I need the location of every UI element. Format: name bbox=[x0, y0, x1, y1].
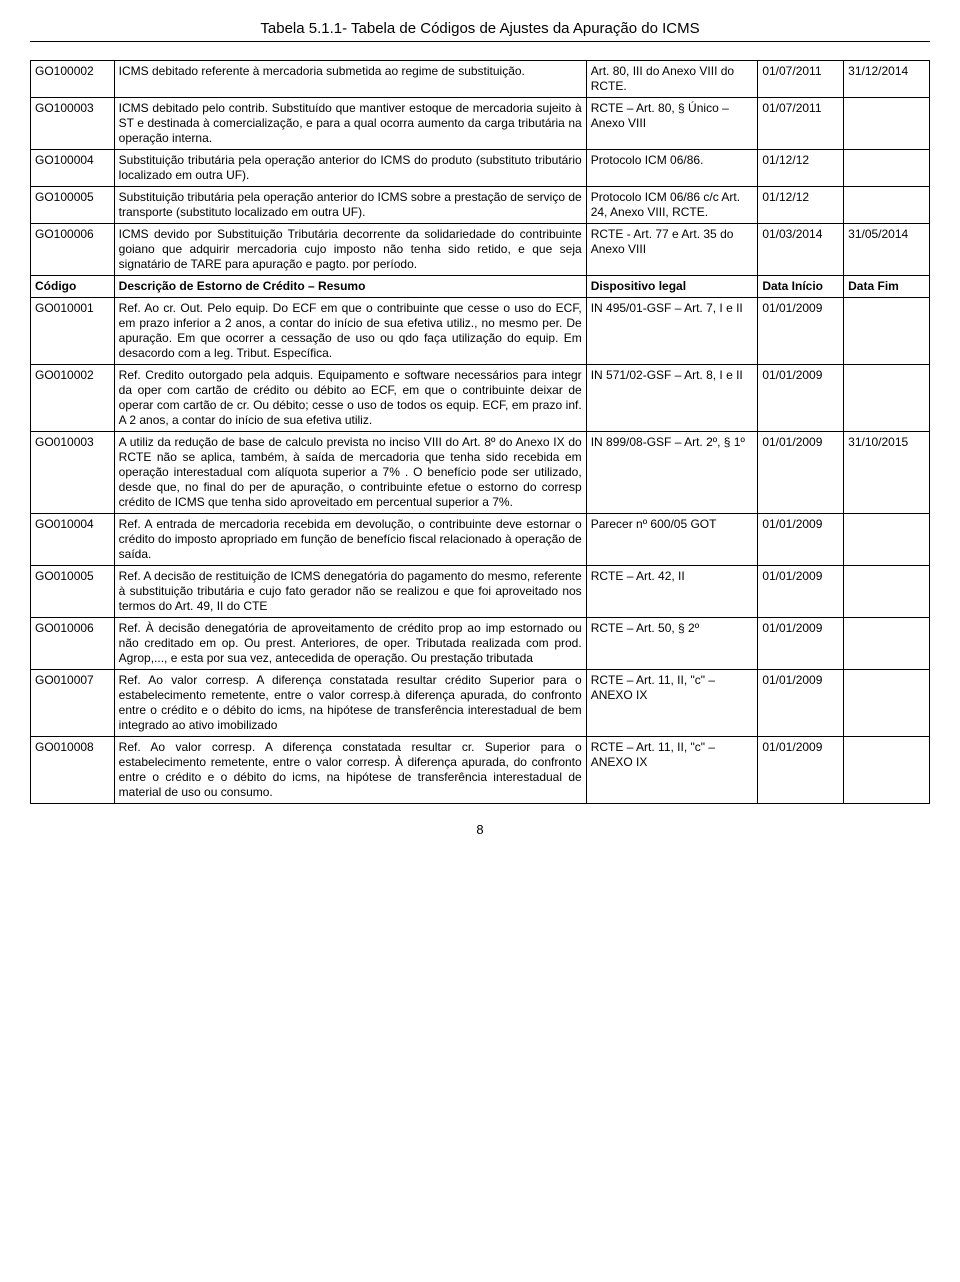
disp-cell: RCTE – Art. 11, II, "c" – ANEXO IX bbox=[586, 737, 758, 804]
start-cell: 01/12/12 bbox=[758, 150, 844, 187]
disp-cell: Parecer nº 600/05 GOT bbox=[586, 514, 758, 566]
disp-cell: Art. 80, III do Anexo VIII do RCTE. bbox=[586, 61, 758, 98]
end-cell: 31/12/2014 bbox=[844, 61, 930, 98]
end-cell bbox=[844, 670, 930, 737]
table-row: GO010001Ref. Ao cr. Out. Pelo equip. Do … bbox=[31, 298, 930, 365]
disp-cell: IN 899/08-GSF – Art. 2º, § 1º bbox=[586, 432, 758, 514]
desc-cell: Ref. À decisão denegatória de aproveitam… bbox=[114, 618, 586, 670]
end-cell bbox=[844, 566, 930, 618]
desc-cell: Ref. Ao valor corresp. A diferença const… bbox=[114, 670, 586, 737]
end-cell bbox=[844, 98, 930, 150]
start-cell: 01/01/2009 bbox=[758, 618, 844, 670]
desc-cell: Substituição tributária pela operação an… bbox=[114, 150, 586, 187]
start-cell: 01/01/2009 bbox=[758, 432, 844, 514]
disp-cell: RCTE - Art. 77 e Art. 35 do Anexo VIII bbox=[586, 224, 758, 276]
title-rule bbox=[30, 41, 930, 42]
header-start: Data Início bbox=[758, 276, 844, 298]
code-cell: GO100002 bbox=[31, 61, 115, 98]
code-cell: GO100003 bbox=[31, 98, 115, 150]
end-cell bbox=[844, 150, 930, 187]
table-row: GO100006ICMS devido por Substituição Tri… bbox=[31, 224, 930, 276]
end-cell bbox=[844, 737, 930, 804]
disp-cell: RCTE – Art. 42, II bbox=[586, 566, 758, 618]
section-header-row: Código Descrição de Estorno de Crédito –… bbox=[31, 276, 930, 298]
table-row: GO010006Ref. À decisão denegatória de ap… bbox=[31, 618, 930, 670]
end-cell bbox=[844, 187, 930, 224]
table-row: GO010002Ref. Credito outorgado pela adqu… bbox=[31, 365, 930, 432]
code-cell: GO010001 bbox=[31, 298, 115, 365]
end-cell bbox=[844, 365, 930, 432]
header-disp: Dispositivo legal bbox=[586, 276, 758, 298]
table-row: GO010003A utiliz da redução de base de c… bbox=[31, 432, 930, 514]
disp-cell: Protocolo ICM 06/86. bbox=[586, 150, 758, 187]
desc-cell: ICMS devido por Substituição Tributária … bbox=[114, 224, 586, 276]
header-end: Data Fim bbox=[844, 276, 930, 298]
end-cell: 31/05/2014 bbox=[844, 224, 930, 276]
desc-cell: Ref. Credito outorgado pela adquis. Equi… bbox=[114, 365, 586, 432]
header-desc: Descrição de Estorno de Crédito – Resumo bbox=[114, 276, 586, 298]
code-cell: GO010003 bbox=[31, 432, 115, 514]
start-cell: 01/01/2009 bbox=[758, 566, 844, 618]
disp-cell: IN 495/01-GSF – Art. 7, I e II bbox=[586, 298, 758, 365]
page-number: 8 bbox=[30, 822, 930, 837]
page-title: Tabela 5.1.1- Tabela de Códigos de Ajust… bbox=[30, 20, 930, 37]
code-cell: GO010008 bbox=[31, 737, 115, 804]
desc-cell: Ref. Ao cr. Out. Pelo equip. Do ECF em q… bbox=[114, 298, 586, 365]
table-row: GO010005Ref. A decisão de restituição de… bbox=[31, 566, 930, 618]
disp-cell: RCTE – Art. 80, § Único – Anexo VIII bbox=[586, 98, 758, 150]
code-cell: GO100004 bbox=[31, 150, 115, 187]
code-cell: GO100006 bbox=[31, 224, 115, 276]
end-cell: 31/10/2015 bbox=[844, 432, 930, 514]
start-cell: 01/01/2009 bbox=[758, 670, 844, 737]
disp-cell: RCTE – Art. 50, § 2º bbox=[586, 618, 758, 670]
code-cell: GO010002 bbox=[31, 365, 115, 432]
desc-cell: Ref. A decisão de restituição de ICMS de… bbox=[114, 566, 586, 618]
table-row: GO100003ICMS debitado pelo contrib. Subs… bbox=[31, 98, 930, 150]
start-cell: 01/07/2011 bbox=[758, 98, 844, 150]
desc-cell: Ref. Ao valor corresp. A diferença const… bbox=[114, 737, 586, 804]
desc-cell: Ref. A entrada de mercadoria recebida em… bbox=[114, 514, 586, 566]
start-cell: 01/12/12 bbox=[758, 187, 844, 224]
start-cell: 01/01/2009 bbox=[758, 365, 844, 432]
disp-cell: RCTE – Art. 11, II, "c" – ANEXO IX bbox=[586, 670, 758, 737]
table-row: GO100005Substituição tributária pela ope… bbox=[31, 187, 930, 224]
desc-cell: ICMS debitado pelo contrib. Substituído … bbox=[114, 98, 586, 150]
header-code: Código bbox=[31, 276, 115, 298]
code-cell: GO100005 bbox=[31, 187, 115, 224]
desc-cell: A utiliz da redução de base de calculo p… bbox=[114, 432, 586, 514]
code-cell: GO010005 bbox=[31, 566, 115, 618]
code-cell: GO010004 bbox=[31, 514, 115, 566]
desc-cell: Substituição tributária pela operação an… bbox=[114, 187, 586, 224]
start-cell: 01/07/2011 bbox=[758, 61, 844, 98]
start-cell: 01/01/2009 bbox=[758, 737, 844, 804]
code-cell: GO010006 bbox=[31, 618, 115, 670]
desc-cell: ICMS debitado referente à mercadoria sub… bbox=[114, 61, 586, 98]
start-cell: 01/01/2009 bbox=[758, 514, 844, 566]
codes-table: GO100002ICMS debitado referente à mercad… bbox=[30, 60, 930, 804]
end-cell bbox=[844, 618, 930, 670]
table-row: GO010008Ref. Ao valor corresp. A diferen… bbox=[31, 737, 930, 804]
start-cell: 01/03/2014 bbox=[758, 224, 844, 276]
table-row: GO010004Ref. A entrada de mercadoria rec… bbox=[31, 514, 930, 566]
code-cell: GO010007 bbox=[31, 670, 115, 737]
end-cell bbox=[844, 298, 930, 365]
table-row: GO010007Ref. Ao valor corresp. A diferen… bbox=[31, 670, 930, 737]
start-cell: 01/01/2009 bbox=[758, 298, 844, 365]
table-row: GO100002ICMS debitado referente à mercad… bbox=[31, 61, 930, 98]
disp-cell: Protocolo ICM 06/86 c/c Art. 24, Anexo V… bbox=[586, 187, 758, 224]
table-row: GO100004Substituição tributária pela ope… bbox=[31, 150, 930, 187]
end-cell bbox=[844, 514, 930, 566]
disp-cell: IN 571/02-GSF – Art. 8, I e II bbox=[586, 365, 758, 432]
